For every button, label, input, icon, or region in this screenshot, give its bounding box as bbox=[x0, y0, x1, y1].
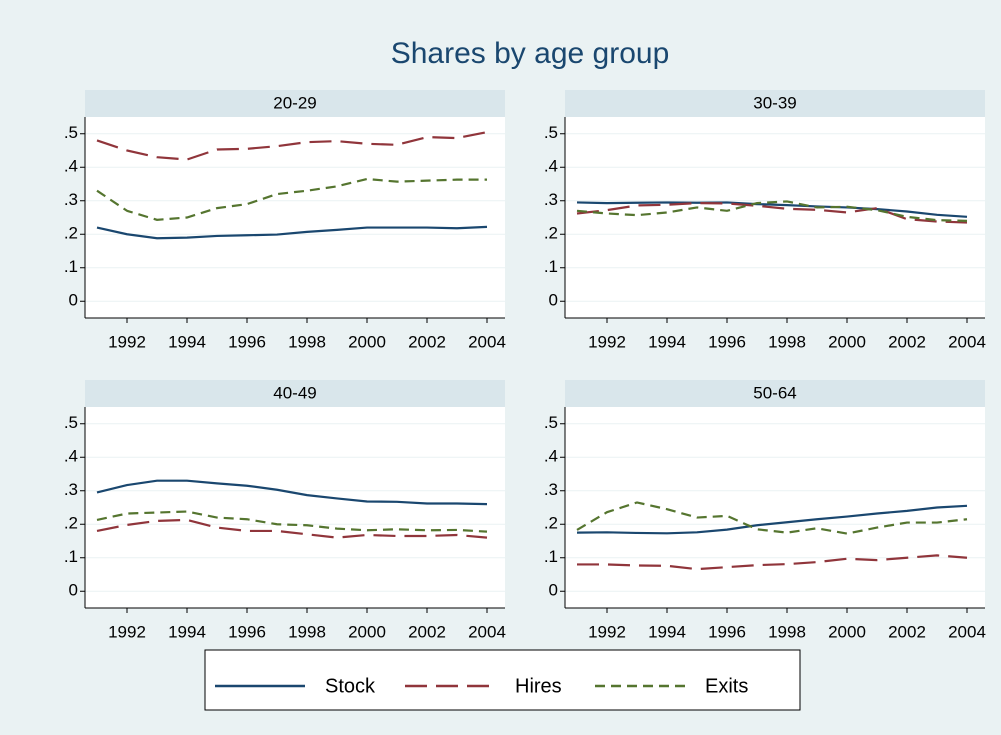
series-line bbox=[576, 501, 968, 535]
legend-label: Exits bbox=[705, 675, 748, 697]
x-tick-label: 1996 bbox=[708, 332, 746, 351]
y-tick-label: 0 bbox=[69, 291, 78, 310]
x-tick-label: 1998 bbox=[288, 622, 326, 641]
legend-label: Stock bbox=[325, 675, 376, 697]
x-tick-label: 2002 bbox=[408, 622, 446, 641]
series-line bbox=[576, 504, 968, 535]
y-tick-label: .3 bbox=[544, 480, 558, 499]
plot-area bbox=[565, 117, 985, 318]
series-line bbox=[96, 518, 488, 539]
y-tick-label: .5 bbox=[544, 413, 558, 432]
x-tick-label: 2004 bbox=[948, 622, 986, 641]
y-tick-label: .4 bbox=[64, 447, 78, 466]
series-line bbox=[576, 200, 968, 222]
y-tick-label: .3 bbox=[544, 190, 558, 209]
y-tick-label: .2 bbox=[64, 224, 78, 243]
plot-area bbox=[85, 117, 505, 318]
x-tick-label: 1994 bbox=[648, 332, 686, 351]
panel-strip bbox=[565, 380, 985, 407]
y-tick-label: .4 bbox=[544, 157, 558, 176]
x-tick-label: 2000 bbox=[828, 622, 866, 641]
y-tick-label: .1 bbox=[64, 547, 78, 566]
panel-strip bbox=[85, 380, 505, 407]
x-tick-label: 1998 bbox=[768, 622, 806, 641]
panel-title: 40-49 bbox=[273, 383, 316, 402]
y-tick-label: .2 bbox=[544, 224, 558, 243]
x-tick-label: 1992 bbox=[588, 332, 626, 351]
x-tick-label: 1994 bbox=[168, 332, 206, 351]
x-tick-label: 1998 bbox=[288, 332, 326, 351]
y-tick-label: .3 bbox=[64, 480, 78, 499]
y-tick-label: .5 bbox=[64, 123, 78, 142]
chart-title: Shares by age group bbox=[391, 37, 670, 70]
y-tick-label: .2 bbox=[64, 514, 78, 533]
series-line bbox=[576, 201, 968, 218]
x-tick-label: 2002 bbox=[408, 332, 446, 351]
x-tick-label: 1996 bbox=[228, 622, 266, 641]
x-tick-label: 1994 bbox=[168, 622, 206, 641]
y-tick-label: .2 bbox=[544, 514, 558, 533]
y-tick-label: .5 bbox=[544, 123, 558, 142]
x-tick-label: 1992 bbox=[588, 622, 626, 641]
legend bbox=[204, 649, 801, 711]
y-tick-label: .1 bbox=[64, 257, 78, 276]
y-tick-label: .3 bbox=[64, 190, 78, 209]
x-tick-label: 2000 bbox=[828, 332, 866, 351]
x-tick-label: 1992 bbox=[108, 332, 146, 351]
x-tick-label: 2004 bbox=[948, 332, 986, 351]
y-tick-label: .4 bbox=[544, 447, 558, 466]
panel-title: 20-29 bbox=[273, 93, 316, 112]
series-line bbox=[96, 510, 488, 533]
series-line bbox=[576, 201, 968, 224]
x-tick-label: 2004 bbox=[468, 622, 506, 641]
x-tick-label: 1996 bbox=[708, 622, 746, 641]
y-tick-label: .5 bbox=[64, 413, 78, 432]
x-tick-label: 1998 bbox=[768, 332, 806, 351]
panel-title: 30-39 bbox=[753, 93, 796, 112]
x-tick-label: 2002 bbox=[888, 622, 926, 641]
x-tick-label: 2000 bbox=[348, 622, 386, 641]
series-line bbox=[96, 130, 488, 161]
y-tick-label: 0 bbox=[549, 291, 558, 310]
plot-area bbox=[565, 407, 985, 608]
y-tick-label: 0 bbox=[69, 581, 78, 600]
y-tick-label: .1 bbox=[544, 257, 558, 276]
panel-strip bbox=[565, 90, 985, 117]
x-tick-label: 1994 bbox=[648, 622, 686, 641]
y-tick-label: .1 bbox=[544, 547, 558, 566]
series-line bbox=[96, 225, 488, 240]
panel-strip bbox=[85, 90, 505, 117]
x-tick-label: 2000 bbox=[348, 332, 386, 351]
series-line bbox=[96, 177, 487, 221]
x-tick-label: 1992 bbox=[108, 622, 146, 641]
y-tick-label: 0 bbox=[549, 581, 558, 600]
series-line bbox=[577, 554, 968, 571]
panel-title: 50-64 bbox=[753, 383, 796, 402]
legend-label: Hires bbox=[515, 675, 562, 697]
y-tick-label: .4 bbox=[64, 157, 78, 176]
plot-area bbox=[85, 407, 505, 608]
series-line bbox=[96, 479, 488, 506]
x-tick-label: 1996 bbox=[228, 332, 266, 351]
x-tick-label: 2004 bbox=[468, 332, 506, 351]
x-tick-label: 2002 bbox=[888, 332, 926, 351]
